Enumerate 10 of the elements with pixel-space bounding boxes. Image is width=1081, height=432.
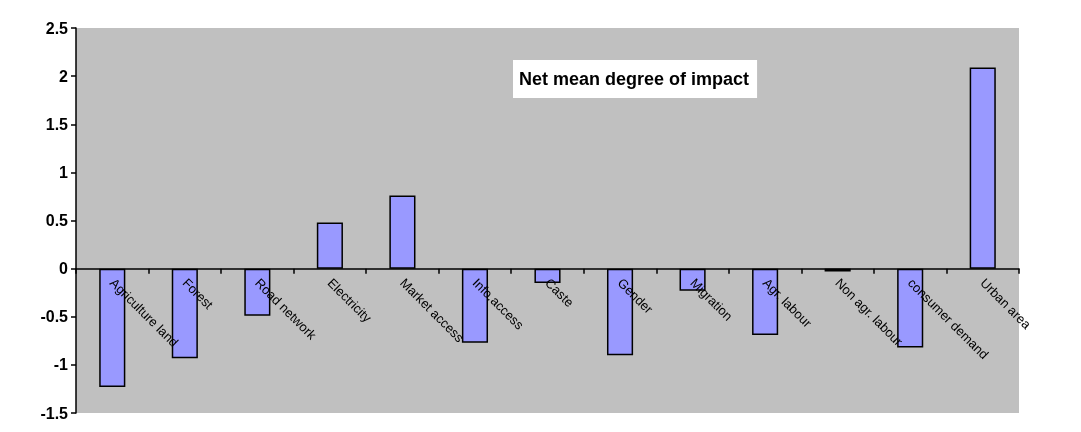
y-tick-label: 2.5 <box>45 19 69 37</box>
y-tick-label: -1.5 <box>40 404 69 422</box>
y-tick-label: 0.5 <box>45 212 69 229</box>
y-tick-label: 1 <box>59 163 69 181</box>
y-tick-label: 0 <box>59 260 69 278</box>
y-tick-label: -0.5 <box>40 308 69 326</box>
y-tick-label: 2 <box>59 67 69 85</box>
y-tick-label: 1.5 <box>45 115 69 133</box>
text: Net mean degree of impact <box>519 69 750 89</box>
y-tick-label: -1 <box>53 356 69 374</box>
